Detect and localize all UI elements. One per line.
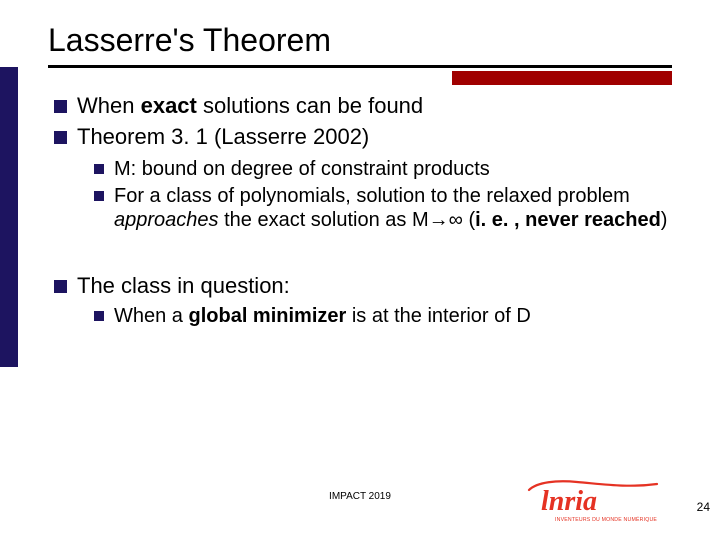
- bullet-3-sublist: When a global minimizer is at the interi…: [54, 304, 672, 328]
- inria-logo: lnria INVENTEURS DU MONDE NUMÉRIQUE: [527, 478, 672, 526]
- bullet-2-sublist: M: bound on degree of constraint product…: [54, 157, 672, 233]
- bullet-square-icon: [54, 100, 67, 113]
- bullet-1-text: When exact solutions can be found: [77, 93, 672, 120]
- bullet-square-icon: [94, 191, 104, 201]
- sub-bullet-2b-text: For a class of polynomials, solution to …: [114, 184, 672, 233]
- bullet-1: When exact solutions can be found: [54, 93, 672, 120]
- bullet-2: Theorem 3. 1 (Lasserre 2002): [54, 124, 672, 151]
- sub-bullet-2b: For a class of polynomials, solution to …: [94, 184, 672, 233]
- svg-text:INVENTEURS DU MONDE NUMÉRIQUE: INVENTEURS DU MONDE NUMÉRIQUE: [555, 516, 657, 523]
- bullet-square-icon: [94, 311, 104, 321]
- sub-bullet-2a-text: M: bound on degree of constraint product…: [114, 157, 672, 181]
- content-area: When exact solutions can be found Theore…: [48, 93, 672, 328]
- sub-bullet-3a-text: When a global minimizer is at the interi…: [114, 304, 672, 328]
- bullet-2-text: Theorem 3. 1 (Lasserre 2002): [77, 124, 672, 151]
- svg-text:lnria: lnria: [541, 486, 597, 517]
- left-accent-bar: [0, 67, 18, 367]
- sub-bullet-3a: When a global minimizer is at the interi…: [94, 304, 672, 328]
- bullet-3-text: The class in question:: [77, 273, 672, 300]
- bullet-square-icon: [54, 280, 67, 293]
- slide-title: Lasserre's Theorem: [48, 22, 672, 59]
- sub-bullet-2a: M: bound on degree of constraint product…: [94, 157, 672, 181]
- accent-bar: [452, 71, 672, 85]
- title-underline: [48, 65, 672, 68]
- page-number: 24: [697, 500, 710, 514]
- bullet-square-icon: [54, 131, 67, 144]
- bullet-3: The class in question:: [54, 273, 672, 300]
- bullet-square-icon: [94, 164, 104, 174]
- slide: Lasserre's Theorem When exact solutions …: [0, 0, 720, 540]
